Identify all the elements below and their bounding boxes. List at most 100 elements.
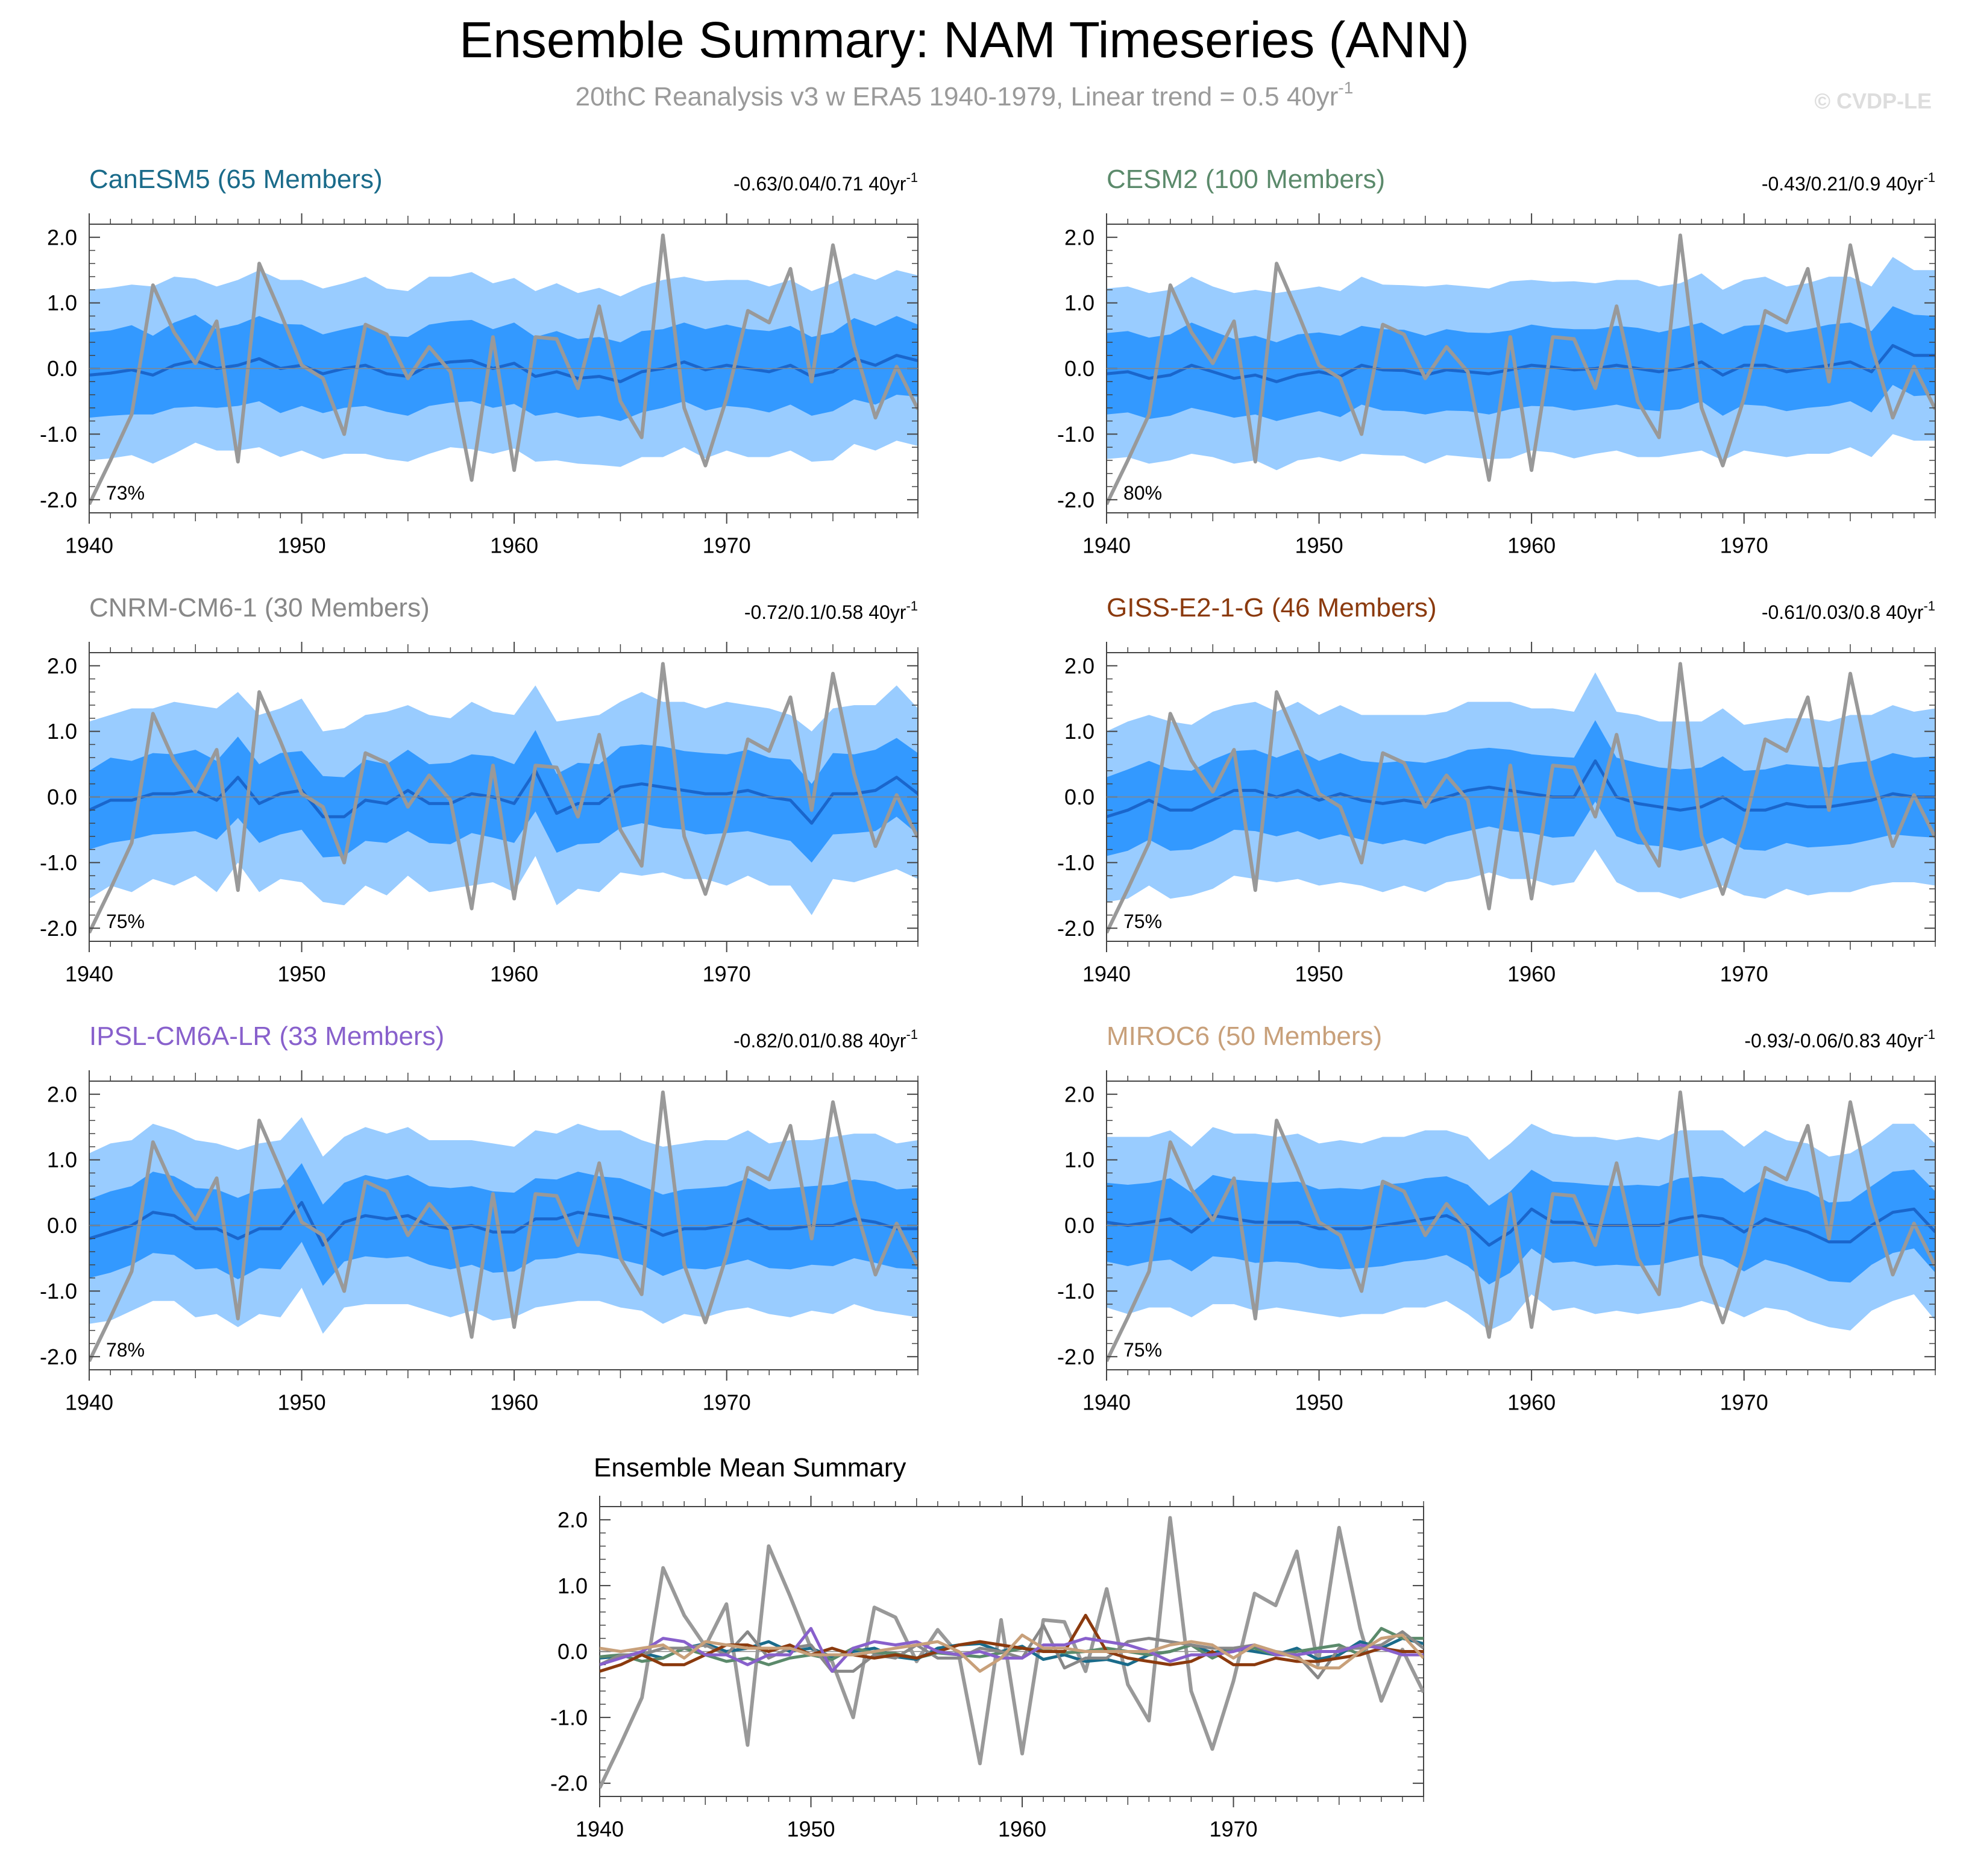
panel-percent-label: 75% (1123, 1339, 1162, 1361)
trend-exponent: -1 (1923, 170, 1935, 185)
panels-container: 2.0 1.0 0.0 -1.0 -2.0 1940 1950 1960 1970 CanESM5… (40, 165, 1936, 1842)
y-tick-label: -1.0 (550, 1705, 588, 1730)
y-tick-label: 1.0 (47, 1147, 77, 1172)
inner-spread-band (89, 730, 918, 863)
y-tick-label: 0.0 (47, 785, 77, 809)
panel-model-title: CNRM-CM6-1 (30 Members) (89, 593, 430, 623)
y-tick-label: -2.0 (1057, 1344, 1095, 1369)
trend-exponent: -1 (1923, 1027, 1935, 1042)
trend-values: -0.63/0.04/0.71 40yr (733, 173, 906, 195)
x-tick-label: 1950 (278, 962, 326, 987)
x-tick-label: 1950 (278, 1390, 326, 1415)
panel-percent-label: 75% (1123, 911, 1162, 932)
y-tick-label: -2.0 (550, 1771, 588, 1796)
y-tick-label: -1.0 (40, 1279, 77, 1303)
observed-line (1107, 1090, 1935, 1363)
panel-5: 2.0 1.0 0.0 -1.0 -2.0 1940 1950 1960 1970 IPSL-CM… (40, 1021, 919, 1415)
y-tick-label: -2.0 (40, 916, 77, 941)
summary-observed-line (600, 1516, 1424, 1789)
x-tick-label: 1970 (1209, 1817, 1257, 1842)
y-tick-label: 1.0 (1064, 290, 1095, 315)
panel-model-title: MIROC6 (50 Members) (1107, 1021, 1382, 1051)
summary-model-mean-line (600, 1623, 1424, 1680)
x-tick-label: 1950 (1295, 533, 1343, 558)
y-tick-label: -1.0 (40, 422, 77, 447)
x-tick-label: 1950 (1295, 1390, 1343, 1415)
ensemble-mean-line (89, 769, 918, 825)
observed-line (89, 233, 918, 506)
x-tick-label: 1940 (576, 1817, 624, 1842)
panel-percent-label: 80% (1123, 482, 1162, 504)
panel-percent-label: 78% (106, 1339, 145, 1361)
x-tick-label: 1940 (65, 533, 113, 558)
figure-title: Ensemble Summary: NAM Timeseries (ANN) (459, 11, 1469, 68)
ensemble-mean-line (1107, 344, 1935, 383)
trend-values: -0.61/0.03/0.8 40yr (1762, 601, 1924, 623)
panel-model-title: CanESM5 (65 Members) (89, 165, 383, 194)
trend-exponent: -1 (906, 598, 918, 613)
y-tick-label: -2.0 (1057, 916, 1095, 941)
y-tick-label: 0.0 (47, 356, 77, 381)
panel-trend-text: -0.82/0.01/0.88 40yr-1 (733, 1027, 918, 1052)
y-tick-label: 2.0 (1064, 225, 1095, 249)
panel-4: 2.0 1.0 0.0 -1.0 -2.0 1940 1950 1960 1970 GISS-E2… (1057, 593, 1936, 987)
ensemble-mean-line (1107, 1207, 1935, 1247)
y-tick-label: -1.0 (1057, 1279, 1095, 1303)
y-tick-label: -2.0 (40, 1344, 77, 1369)
summary-plot-area (600, 1516, 1424, 1789)
panel-trend-text: -0.43/0.21/0.9 40yr-1 (1762, 170, 1935, 195)
x-tick-label: 1970 (703, 1390, 751, 1415)
inner-spread-band (1107, 306, 1935, 421)
subtitle-text: 20thC Reanalysis v3 w ERA5 1940-1979, Li… (576, 82, 1339, 111)
x-tick-label: 1940 (65, 1390, 113, 1415)
figure-subtitle: 20thC Reanalysis v3 w ERA5 1940-1979, Li… (576, 78, 1354, 111)
observed-line (89, 662, 918, 934)
subtitle-exponent: -1 (1338, 78, 1353, 97)
y-tick-label: 2.0 (557, 1507, 588, 1532)
observed-line (1107, 233, 1935, 506)
plot-area (89, 662, 918, 934)
inner-spread-band (1107, 720, 1935, 856)
panel-model-title: GISS-E2-1-G (46 Members) (1107, 593, 1437, 623)
y-tick-label: -2.0 (40, 488, 77, 512)
observed-line (89, 1090, 918, 1363)
summary-panel: 2.0 1.0 0.0 -1.0 -2.0 1940 1950 1960 1970 Ensembl… (550, 1453, 1424, 1842)
y-tick-label: 1.0 (557, 1573, 588, 1598)
y-tick-label: 2.0 (47, 653, 77, 678)
panel-trend-text: -0.72/0.1/0.58 40yr-1 (744, 598, 918, 623)
x-tick-label: 1940 (1082, 1390, 1131, 1415)
summary-title: Ensemble Mean Summary (594, 1453, 906, 1482)
x-tick-label: 1940 (1082, 962, 1131, 987)
panel-3: 2.0 1.0 0.0 -1.0 -2.0 1940 1950 1960 1970 CNRM-CM… (40, 593, 919, 987)
y-tick-label: 1.0 (1064, 719, 1095, 744)
y-tick-label: 1.0 (47, 719, 77, 744)
x-tick-label: 1970 (1720, 533, 1768, 558)
x-tick-label: 1960 (490, 962, 538, 987)
x-tick-label: 1960 (490, 1390, 538, 1415)
panel-model-title: CESM2 (100 Members) (1107, 165, 1385, 194)
x-tick-label: 1960 (1507, 533, 1556, 558)
panel-percent-label: 73% (106, 482, 145, 504)
y-tick-label: 0.0 (1064, 1213, 1095, 1238)
y-tick-label: -2.0 (1057, 488, 1095, 512)
watermark: © CVDP-LE (1814, 89, 1932, 113)
summary-model-mean-line (600, 1633, 1424, 1673)
x-tick-label: 1970 (703, 962, 751, 987)
x-tick-label: 1960 (1507, 962, 1556, 987)
x-tick-label: 1940 (65, 962, 113, 987)
panel-model-title: IPSL-CM6A-LR (33 Members) (89, 1021, 444, 1051)
trend-exponent: -1 (906, 170, 918, 185)
y-tick-label: 0.0 (557, 1639, 588, 1664)
trend-values: -0.43/0.21/0.9 40yr (1762, 173, 1924, 195)
x-tick-label: 1940 (1082, 533, 1131, 558)
ensemble-mean-line (89, 1200, 918, 1247)
x-tick-label: 1960 (490, 533, 538, 558)
y-tick-label: 0.0 (1064, 356, 1095, 381)
trend-values: -0.93/-0.06/0.83 40yr (1744, 1030, 1923, 1052)
y-tick-label: 1.0 (1064, 1147, 1095, 1172)
x-tick-label: 1960 (998, 1817, 1046, 1842)
panel-2: 2.0 1.0 0.0 -1.0 -2.0 1940 1950 1960 1970 CESM2 (… (1057, 165, 1936, 558)
x-tick-label: 1970 (1720, 962, 1768, 987)
plot-area (1107, 662, 1935, 934)
x-tick-label: 1970 (1720, 1390, 1768, 1415)
